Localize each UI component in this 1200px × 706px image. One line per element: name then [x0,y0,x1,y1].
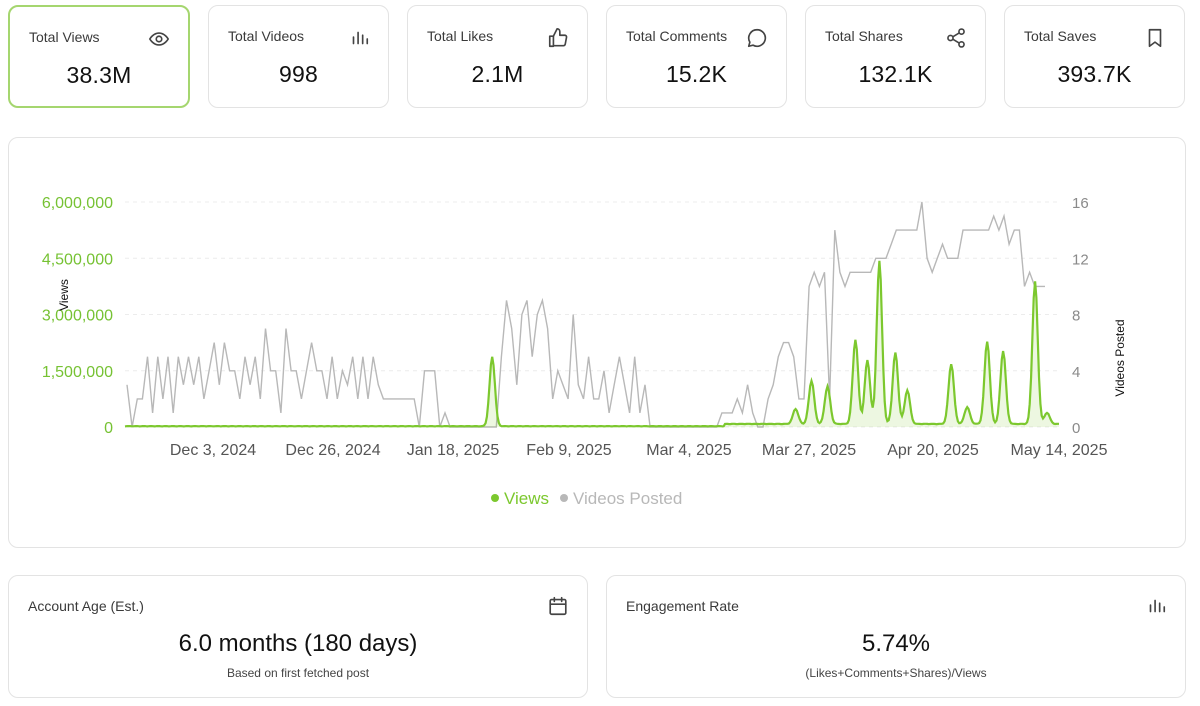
y2-tick-label: 16 [1072,195,1089,212]
account-age-note: Based on first fetched post [226,666,370,680]
stat-value: 998 [279,61,318,87]
x-tick-label: Mar 27, 2025 [762,442,856,459]
engagement-rate-label: Engagement Rate [626,598,739,614]
stat-card-total-likes[interactable]: Total Likes 2.1M [407,5,588,108]
legend-item-views[interactable]: Views [491,489,549,508]
y-axis-ticks: 0 1,500,000 3,000,000 4,500,000 6,000,000 [42,195,113,437]
videos-posted-series [126,201,1045,428]
thumbs-up-icon [547,27,569,49]
views-series-area [125,260,1059,427]
stat-label: Total Likes [427,28,494,44]
legend-item-videos-posted[interactable]: Videos Posted [560,489,682,508]
stat-label: Total Videos [228,28,305,44]
account-age-value: 6.0 months (180 days) [178,630,418,657]
views-series [124,260,1059,428]
y2-axis-title: Videos Posted [1113,319,1127,396]
stat-label: Total Shares [825,28,903,44]
legend-label-videos-posted: Videos Posted [573,489,682,508]
stat-value: 132.1K [858,61,933,87]
x-tick-label: Mar 4, 2025 [646,442,731,459]
y2-axis-ticks: 0 4 8 12 16 [1072,195,1089,437]
y-axis-title: Views [57,279,71,311]
y-tick-label: 4,500,000 [42,251,113,268]
stat-label: Total Views [29,29,100,45]
stat-card-total-shares[interactable]: Total Shares 132.1K [805,5,986,108]
y2-tick-label: 8 [1072,308,1080,325]
views-chart-card: 0 1,500,000 3,000,000 4,500,000 6,000,000 0 4… [8,137,1186,548]
x-axis-ticks: Dec 3, 2024 Dec 26, 2024 Jan 18, 2025 Feb 9… [170,442,1108,459]
legend-label-views: Views [504,489,549,508]
y2-tick-label: 0 [1072,420,1080,437]
share-icon [945,27,967,49]
stat-card-total-comments[interactable]: Total Comments 15.2K [606,5,787,108]
comment-icon [746,27,768,49]
x-tick-label: May 14, 2025 [1011,442,1108,459]
y-tick-label: 1,500,000 [42,364,113,381]
calendar-icon [547,595,569,617]
stat-card-total-views[interactable]: Total Views 38.3M [8,5,190,108]
stat-label: Total Saves [1024,28,1097,44]
account-age-label: Account Age (Est.) [28,598,144,614]
x-tick-label: Dec 26, 2024 [285,442,380,459]
stat-label: Total Comments [626,28,728,44]
stat-value: 2.1M [471,61,524,87]
y-tick-label: 6,000,000 [42,195,113,212]
x-tick-label: Apr 20, 2025 [887,442,979,459]
stat-value: 38.3M [66,62,132,88]
y-tick-label: 3,000,000 [42,308,113,325]
x-tick-label: Jan 18, 2025 [407,442,500,459]
stat-card-total-videos[interactable]: Total Videos 998 [208,5,389,108]
y2-tick-label: 4 [1072,364,1080,381]
stat-value: 15.2K [665,61,728,87]
bar-chart-icon [1145,595,1167,617]
y-tick-label: 0 [104,420,113,437]
legend-dot-videos [560,494,568,502]
stat-card-total-saves[interactable]: Total Saves 393.7K [1004,5,1185,108]
bar-chart-icon [348,27,370,49]
account-age-card: Account Age (Est.) 6.0 months (180 days)… [8,575,588,698]
legend-dot-views [491,494,499,502]
bookmark-icon [1144,27,1166,49]
x-tick-label: Dec 3, 2024 [170,442,256,459]
y2-tick-label: 12 [1072,251,1089,268]
chart-grid [125,201,1059,428]
views-videos-chart[interactable]: 0 1,500,000 3,000,000 4,500,000 6,000,000 0 4… [9,138,1187,549]
engagement-rate-value: 5.74% [861,630,931,657]
eye-icon [148,28,170,50]
engagement-rate-card: Engagement Rate 5.74% (Likes+Comments+Sh… [606,575,1186,698]
engagement-rate-note: (Likes+Comments+Shares)/Views [805,666,987,680]
stat-value: 393.7K [1057,61,1132,87]
x-tick-label: Feb 9, 2025 [526,442,612,459]
